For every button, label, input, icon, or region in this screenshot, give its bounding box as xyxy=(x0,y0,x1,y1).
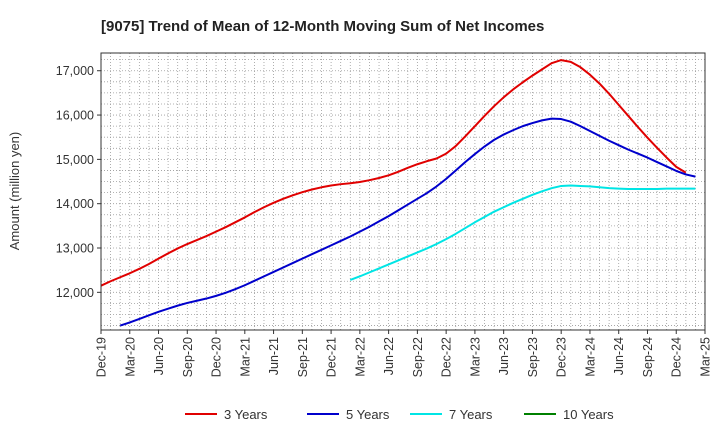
y-tick-label: 15,000 xyxy=(56,153,94,167)
x-tick-label: Mar-25 xyxy=(699,337,713,377)
y-tick-label: 14,000 xyxy=(56,197,94,211)
legend-item-7-years[interactable]: 7 Years xyxy=(410,407,493,422)
legend-item-3-years[interactable]: 3 Years xyxy=(185,407,268,422)
y-axis-ticks: 12,000 13,000 14,000 15,000 16,000 17,000 xyxy=(56,64,101,300)
x-tick-label: Mar-24 xyxy=(583,337,597,377)
x-tick-label: Mar-21 xyxy=(238,337,252,377)
chart-title: [9075] Trend of Mean of 12-Month Moving … xyxy=(101,18,544,35)
x-tick-label: Mar-23 xyxy=(468,337,482,377)
y-tick-label: 17,000 xyxy=(56,64,94,78)
legend[interactable]: 3 Years 5 Years 7 Years 10 Years xyxy=(185,407,614,422)
x-tick-label: Dec-24 xyxy=(670,337,684,377)
x-tick-label: Jun-22 xyxy=(382,337,396,375)
series-line-5-years xyxy=(119,117,696,327)
plot-area-frame xyxy=(100,52,706,331)
legend-item-5-years[interactable]: 5 Years xyxy=(307,407,390,422)
legend-label: 7 Years xyxy=(449,407,493,422)
x-tick-label: Jun-24 xyxy=(612,337,626,375)
x-tick-label: Jun-21 xyxy=(267,337,281,375)
x-tick-label: Sep-23 xyxy=(526,337,540,377)
series-line-3-years xyxy=(100,59,687,287)
x-tick-label: Dec-21 xyxy=(325,337,339,377)
x-tick-label: Mar-22 xyxy=(353,337,367,377)
y-tick-label: 12,000 xyxy=(56,286,94,300)
x-tick-label: Jun-23 xyxy=(497,337,511,375)
x-tick-label: Dec-20 xyxy=(210,337,224,377)
grid xyxy=(101,53,705,330)
legend-label: 10 Years xyxy=(563,407,614,422)
x-tick-label: Dec-19 xyxy=(95,337,109,377)
y-tick-label: 16,000 xyxy=(56,109,94,123)
legend-label: 3 Years xyxy=(224,407,268,422)
x-tick-label: Sep-21 xyxy=(296,337,310,377)
x-tick-label: Dec-22 xyxy=(440,337,454,377)
x-tick-label: Sep-22 xyxy=(411,337,425,377)
y-tick-label: 13,000 xyxy=(56,242,94,256)
x-tick-label: Dec-23 xyxy=(555,337,569,377)
x-tick-label: Jun-20 xyxy=(152,337,166,375)
x-axis-ticks: Dec-19 Mar-20 Jun-20 Sep-20 Dec-20 Mar-21 Jun-… xyxy=(95,330,713,377)
x-tick-label: Sep-20 xyxy=(181,337,195,377)
legend-item-10-years[interactable]: 10 Years xyxy=(524,407,614,422)
y-axis-label: Amount (million yen) xyxy=(7,132,22,251)
x-tick-label: Sep-24 xyxy=(641,337,655,377)
series-lines xyxy=(100,59,696,327)
series-line-7-years xyxy=(349,184,696,281)
legend-label: 5 Years xyxy=(346,407,390,422)
x-tick-label: Mar-20 xyxy=(123,337,137,377)
